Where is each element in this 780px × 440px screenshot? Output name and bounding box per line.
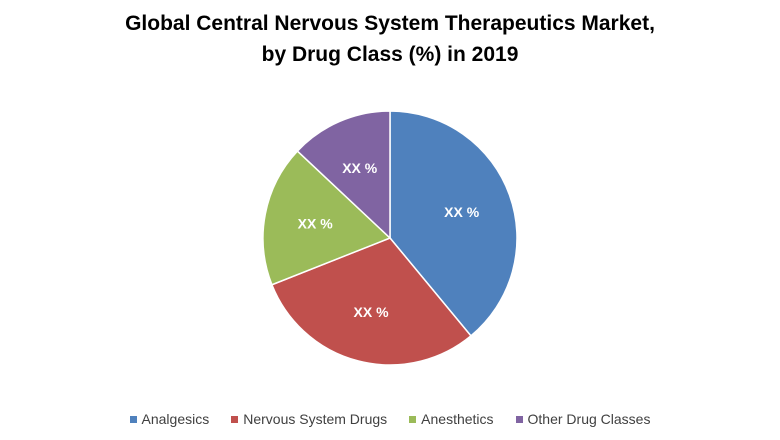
legend: Analgesics Nervous System Drugs Anesthet… xyxy=(0,411,780,427)
data-label: XX % xyxy=(444,204,480,220)
legend-swatch xyxy=(409,415,417,423)
pie-slice-analgesics xyxy=(389,110,518,337)
legend-item-nervous-system-drugs: Nervous System Drugs xyxy=(231,411,387,427)
legend-label: Nervous System Drugs xyxy=(243,411,388,427)
legend-label: Other Drug Classes xyxy=(527,411,651,427)
chart-title: Global Central Nervous System Therapeuti… xyxy=(0,8,780,70)
legend-label: Anesthetics xyxy=(421,411,494,427)
legend-item-anesthetics: Anesthetics xyxy=(409,411,494,427)
legend-swatch xyxy=(515,415,523,423)
chart-title-line2: by Drug Class (%) in 2019 xyxy=(261,43,519,66)
pie-slice-nervous-system-drugs xyxy=(270,237,473,366)
legend-swatch xyxy=(231,415,239,423)
pie-slice-other-drug-classes xyxy=(296,110,391,240)
data-label: XX % xyxy=(342,160,378,176)
data-label: XX % xyxy=(298,216,334,232)
legend-item-analgesics: Analgesics xyxy=(129,411,210,427)
legend-label: Analgesics xyxy=(141,411,210,427)
pie-slice-anesthetics xyxy=(262,150,392,286)
data-label: XX % xyxy=(354,304,390,320)
chart-title-line1: Global Central Nervous System Therapeuti… xyxy=(125,12,655,35)
legend-swatch xyxy=(129,415,137,423)
legend-item-other-drug-classes: Other Drug Classes xyxy=(515,411,651,427)
